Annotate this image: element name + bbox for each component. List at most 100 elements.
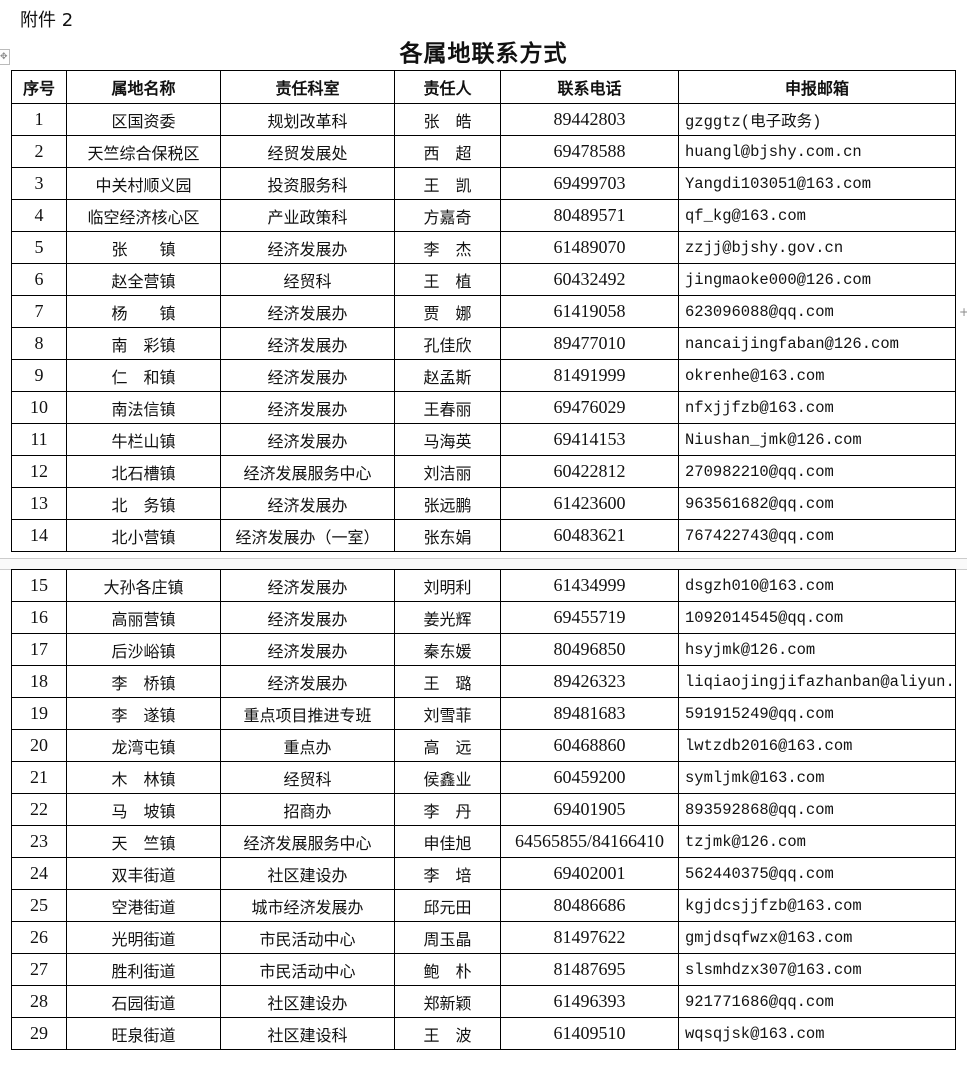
table-row: 14 北小营镇 经济发展办（一室） 张东娟 60483621 767422743@qq.c… [11,519,956,552]
cell-phone: 61489070 [500,231,679,264]
cell-phone: 60422812 [500,455,679,488]
table-row: 2 天竺综合保税区 经贸发展处西 超 69478588 huangl@bjshy.com… [11,135,956,168]
cell-department: 经济发展服务中心 [220,455,395,488]
cell-department: 经济发展办 [220,487,395,520]
cell-locality: 马 坡镇 [66,793,221,826]
cell-index: 21 [11,761,67,794]
table-row: 12 北石槽镇 经济发展服务中心 刘洁丽 60422812 270982210@qq.co… [11,455,956,488]
cell-locality: 胜利街道 [66,953,221,986]
header-row: 序号 属地名称 责任科室 责任人 联系电话 申报邮箱 [11,70,956,104]
cell-department: 市民活动中心 [220,953,395,986]
cell-phone: 89442803 [500,103,679,136]
cell-index: 16 [11,601,67,634]
cell-index: 22 [11,793,67,826]
cell-person: 张 皓 [394,103,501,136]
cell-phone: 60432492 [500,263,679,296]
cell-phone: 60483621 [500,519,679,552]
table-row: 23 天 竺镇 经济发展服务中心 申佳旭 64565855/84166410 tzjmk@… [11,825,956,858]
cell-department: 经贸发展处 [220,135,395,168]
cell-index: 28 [11,985,67,1018]
page-title: 各属地联系方式 [399,41,568,67]
cell-person: 刘雪菲 [394,697,501,730]
table-row: 24 双丰街道 社区建设办李 培 69402001 562440375@qq.com [11,857,956,890]
cell-index: 18 [11,665,67,698]
cell-person: 申佳旭 [394,825,501,858]
row-insert-icon[interactable]: + [959,305,967,319]
header-person: 责任人 [394,70,501,104]
table-row: 11 牛栏山镇 经济发展办 马海英 69414153 Niushan_jmk@126.co… [11,423,956,456]
cell-locality: 大孙各庄镇 [66,569,221,602]
cell-person: 赵孟斯 [394,359,501,392]
cell-email: slsmhdzx307@163.com [678,953,956,986]
cell-index: 24 [11,857,67,890]
cell-email: 921771686@qq.com [678,985,956,1018]
table-row: 4 临空经济核心区 产业政策科 方嘉奇 80489571 qf_kg@163.com [11,199,956,232]
cell-person: 张东娟 [394,519,501,552]
table-row: 20 龙湾屯镇 重点办高 远 60468860 lwtzdb2016@163.com [11,729,956,762]
cell-person: 王 植 [394,263,501,296]
cell-locality: 天 竺镇 [66,825,221,858]
cell-person: 方嘉奇 [394,199,501,232]
cell-person: 王春丽 [394,391,501,424]
table-row: 16 高丽营镇 经济发展办 姜光辉 69455719 1092014545@qq.com [11,601,956,634]
cell-phone: 80496850 [500,633,679,666]
cell-email: nancaijingfaban@126.com [678,327,956,360]
cell-person: 王 璐 [394,665,501,698]
cell-person: 郑新颖 [394,985,501,1018]
table-move-handle-icon[interactable]: ✥ [0,49,10,65]
cell-department: 经济发展办 [220,391,395,424]
cell-phone: 69478588 [500,135,679,168]
cell-index: 8 [11,327,67,360]
cell-locality: 天竺综合保税区 [66,135,221,168]
cell-department: 城市经济发展办 [220,889,395,922]
cell-index: 2 [11,135,67,168]
cell-person: 高 远 [394,729,501,762]
cell-locality: 张 镇 [66,231,221,264]
cell-locality: 区国资委 [66,103,221,136]
table-row: 28 石园街道 社区建设办 郑新颖 61496393 921771686@qq.com [11,985,956,1018]
cell-index: 9 [11,359,67,392]
cell-department: 经济发展办 [220,359,395,392]
cell-department: 社区建设科 [220,1017,395,1050]
cell-locality: 光明街道 [66,921,221,954]
cell-department: 经济发展办 [220,665,395,698]
table-row: 25 空港街道 城市经济发展办 邱元田 80486686 kgjdcsjjfzb@163.… [11,889,956,922]
cell-locality: 空港街道 [66,889,221,922]
cell-department: 重点办 [220,729,395,762]
cell-email: nfxjjfzb@163.com [678,391,956,424]
cell-phone: 60468860 [500,729,679,762]
cell-phone: 69402001 [500,857,679,890]
cell-phone: 64565855/84166410 [500,825,679,858]
table-row: 17 后沙峪镇 经济发展办 秦东媛 80496850 hsyjmk@126.com [11,633,956,666]
cell-email: qf_kg@163.com [678,199,956,232]
table-row: 3 中关村顺义园 投资服务科王 凯 69499703 Yangdi103051@163.… [11,167,956,200]
cell-department: 规划改革科 [220,103,395,136]
cell-index: 27 [11,953,67,986]
cell-index: 25 [11,889,67,922]
table-row: 18 李 桥镇 经济发展办王 璐 89426323 liqiaojingjifazhan… [11,665,956,698]
contacts-table-part-1: 序号 属地名称 责任科室 责任人 联系电话 申报邮箱 1 区国资委 规划改革科张 皓… [11,70,956,552]
table-row: 13 北 务镇 经济发展办 张远鹏 61423600 963561682@qq.com [11,487,956,520]
cell-department: 经济发展服务中心 [220,825,395,858]
cell-department: 经济发展办 [220,423,395,456]
cell-phone: 89477010 [500,327,679,360]
table-row: 10 南法信镇 经济发展办 王春丽 69476029 nfxjjfzb@163.com [11,391,956,424]
cell-email: 591915249@qq.com [678,697,956,730]
cell-locality: 北 务镇 [66,487,221,520]
cell-department: 经贸科 [220,263,395,296]
cell-phone: 60459200 [500,761,679,794]
table-row: 6 赵全营镇 经贸科王 植 60432492 jingmaoke000@126.com [11,263,956,296]
cell-phone: 69401905 [500,793,679,826]
header-phone: 联系电话 [500,70,679,104]
cell-department: 社区建设办 [220,985,395,1018]
cell-phone: 61434999 [500,569,679,602]
cell-index: 1 [11,103,67,136]
cell-department: 经贸科 [220,761,395,794]
cell-locality: 龙湾屯镇 [66,729,221,762]
cell-phone: 89426323 [500,665,679,698]
cell-person: 王 波 [394,1017,501,1050]
table-row: 19 李 遂镇 重点项目推进专班 刘雪菲 89481683 591915249@qq.co… [11,697,956,730]
cell-locality: 赵全营镇 [66,263,221,296]
